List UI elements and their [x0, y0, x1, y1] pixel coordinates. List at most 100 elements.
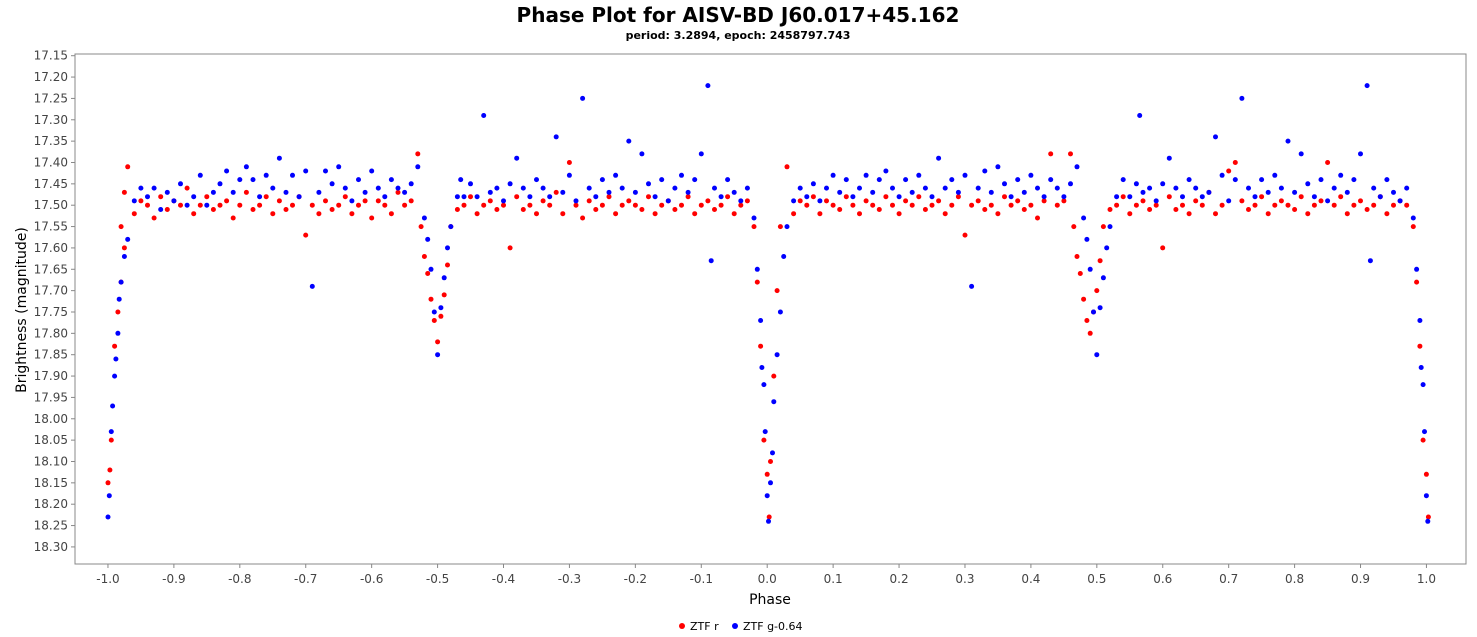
data-point-ztf-r [863, 198, 869, 204]
data-point-ztf-r [843, 194, 849, 200]
data-point-ztf-g [1021, 189, 1027, 195]
data-point-ztf-g [857, 185, 862, 191]
x-tick-label: 1.0 [1417, 572, 1436, 586]
data-point-ztf-r [121, 189, 127, 195]
data-point-ztf-g [125, 236, 131, 242]
data-point-ztf-r [402, 202, 408, 208]
data-point-ztf-g [758, 318, 764, 323]
data-point-ztf-g [342, 185, 348, 191]
data-point-ztf-r [1008, 202, 1014, 208]
data-point-ztf-g [402, 189, 408, 195]
data-point-ztf-g [553, 134, 559, 140]
data-point-ztf-g [712, 185, 717, 191]
data-point-ztf-g [230, 189, 236, 195]
data-point-ztf-g [408, 181, 414, 187]
data-point-ztf-r [857, 211, 862, 217]
y-tick-label: 18.10 [34, 454, 68, 468]
data-point-ztf-g [1397, 198, 1403, 204]
data-point-ztf-r [896, 211, 902, 217]
data-point-ztf-g [1364, 83, 1370, 89]
data-point-ztf-r [421, 254, 427, 259]
data-point-ztf-g [110, 403, 116, 409]
data-point-ztf-r [1298, 194, 1304, 200]
data-point-ztf-g [1084, 236, 1090, 242]
data-point-ztf-r [955, 194, 961, 200]
data-point-ztf-r [1041, 198, 1047, 204]
data-point-ztf-r [316, 211, 322, 217]
data-point-ztf-g [1100, 275, 1106, 281]
data-point-ztf-r [210, 207, 216, 212]
data-point-ztf-r [619, 202, 625, 208]
data-point-ztf-r [1028, 202, 1034, 208]
data-point-ztf-r [705, 198, 711, 204]
data-point-ztf-r [758, 343, 764, 349]
data-point-ztf-r [685, 194, 691, 200]
data-point-ztf-r [1035, 215, 1040, 221]
y-tick-label: 17.85 [34, 348, 68, 362]
data-point-ztf-r [388, 211, 394, 217]
data-point-ztf-r [125, 164, 131, 170]
data-point-ztf-r [1338, 194, 1344, 200]
data-point-ztf-g [949, 177, 955, 183]
data-point-ztf-r [738, 202, 744, 208]
data-point-ztf-g [837, 189, 843, 195]
data-point-ztf-r [342, 194, 348, 200]
data-point-ztf-r [237, 202, 243, 208]
data-point-ztf-r [876, 207, 882, 212]
data-point-ztf-r [942, 211, 948, 217]
data-point-ztf-r [725, 194, 731, 200]
data-point-ztf-g [1120, 177, 1126, 183]
data-point-ztf-r [158, 194, 164, 200]
data-point-ztf-g [1298, 151, 1304, 157]
data-point-ztf-g [936, 155, 942, 161]
data-point-ztf-r [1384, 211, 1390, 217]
data-point-ztf-r [1278, 198, 1284, 204]
data-point-ztf-r [197, 202, 203, 208]
data-point-ztf-g [725, 177, 731, 183]
y-tick-label: 17.35 [34, 134, 68, 148]
data-point-ztf-g [164, 189, 170, 195]
data-point-ztf-g [817, 198, 823, 204]
data-point-ztf-r [1344, 211, 1350, 217]
data-point-ztf-g [191, 194, 197, 200]
data-point-ztf-g [1420, 382, 1426, 388]
data-point-ztf-r [276, 198, 282, 204]
data-point-ztf-g [1160, 181, 1166, 187]
data-point-ztf-r [1087, 330, 1093, 336]
data-point-ztf-g [573, 198, 579, 204]
data-point-ztf-r [766, 514, 772, 520]
data-point-ztf-g [942, 185, 948, 191]
data-point-ztf-g [863, 172, 869, 178]
data-point-ztf-r [1232, 160, 1238, 165]
data-point-ztf-r [949, 202, 955, 208]
data-point-ztf-r [1054, 202, 1060, 208]
data-point-ztf-g [982, 168, 988, 174]
data-point-ztf-r [817, 211, 823, 217]
x-tick-label: 0.6 [1153, 572, 1172, 586]
data-point-ztf-g [698, 151, 704, 157]
data-point-ztf-r [445, 262, 450, 268]
data-point-ztf-g [1292, 189, 1298, 195]
data-point-ztf-g [1213, 134, 1218, 140]
data-point-ztf-g [349, 198, 355, 204]
data-point-ztf-r [632, 202, 638, 208]
data-point-ztf-g [751, 215, 757, 221]
data-point-ztf-g [639, 151, 645, 157]
data-point-ztf-g [781, 254, 787, 259]
data-point-ztf-r [112, 343, 118, 349]
data-point-ztf-g [830, 172, 836, 178]
data-point-ztf-g [850, 194, 856, 200]
data-point-ztf-r [672, 207, 678, 212]
data-point-ztf-r [659, 202, 665, 208]
data-point-ztf-g [777, 309, 783, 315]
data-point-ztf-g [1002, 181, 1007, 187]
data-point-ztf-r [164, 207, 170, 212]
data-point-ztf-g [1091, 309, 1096, 315]
data-point-ztf-g [916, 172, 922, 178]
data-point-ztf-r [178, 202, 183, 208]
data-point-ztf-g [263, 172, 269, 178]
data-point-ztf-g [461, 194, 467, 200]
data-point-ztf-r [1265, 211, 1271, 217]
data-point-ztf-r [415, 151, 421, 157]
data-point-ztf-r [1186, 211, 1192, 217]
